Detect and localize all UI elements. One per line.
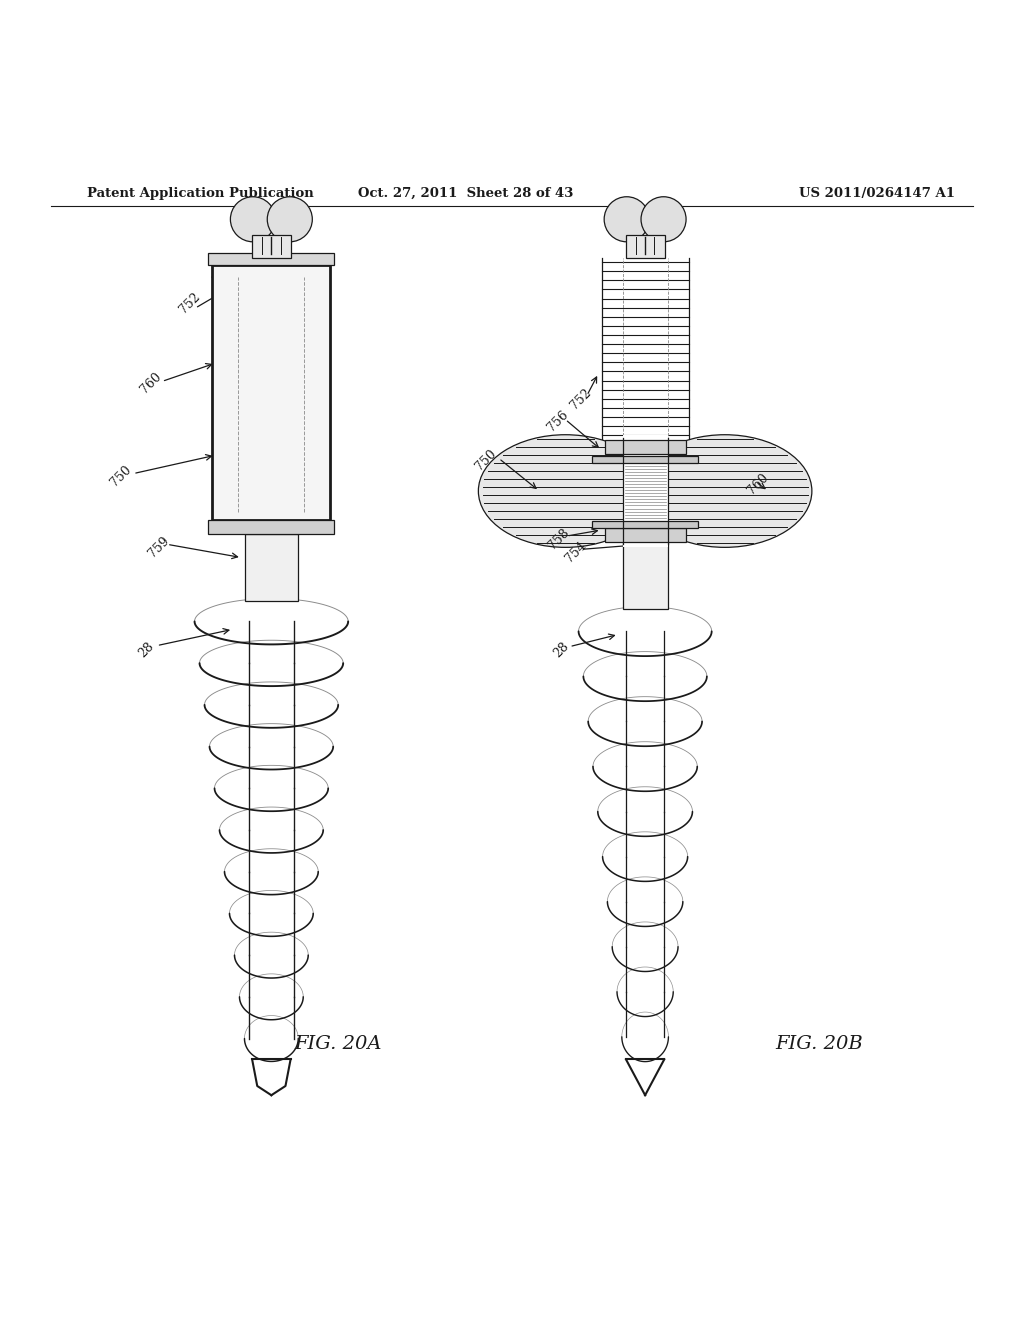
Bar	[252, 235, 291, 257]
Text: 756: 756	[545, 408, 571, 434]
Text: 758: 758	[546, 527, 572, 552]
Bar	[626, 235, 665, 257]
Ellipse shape	[478, 434, 652, 548]
Text: 754: 754	[562, 540, 589, 565]
Text: 759: 759	[145, 535, 172, 560]
Text: 750: 750	[473, 447, 500, 474]
Circle shape	[230, 197, 275, 242]
Circle shape	[604, 197, 649, 242]
Bar	[623, 543, 668, 609]
Text: FIG. 20A: FIG. 20A	[294, 1035, 382, 1053]
Bar	[213, 265, 330, 520]
Text: 752: 752	[176, 290, 203, 317]
Text: FIG. 20B: FIG. 20B	[775, 1035, 863, 1053]
Text: Oct. 27, 2011  Sheet 28 of 43: Oct. 27, 2011 Sheet 28 of 43	[358, 186, 573, 199]
Text: 760: 760	[744, 471, 771, 496]
Bar	[209, 520, 334, 535]
Text: 752: 752	[567, 385, 594, 412]
Text: Patent Application Publication: Patent Application Publication	[87, 186, 313, 199]
Text: 28: 28	[136, 640, 157, 660]
Text: 28: 28	[551, 640, 571, 660]
Text: 760: 760	[137, 371, 164, 396]
Text: US 2011/0264147 A1: US 2011/0264147 A1	[799, 186, 954, 199]
Text: 750: 750	[108, 463, 134, 488]
Bar	[604, 528, 686, 543]
Bar	[245, 535, 298, 601]
Circle shape	[267, 197, 312, 242]
Bar	[593, 520, 697, 528]
Bar	[604, 440, 686, 454]
Bar	[209, 253, 334, 265]
Bar	[623, 434, 668, 548]
Ellipse shape	[638, 434, 812, 548]
Circle shape	[641, 197, 686, 242]
Bar	[593, 455, 697, 463]
